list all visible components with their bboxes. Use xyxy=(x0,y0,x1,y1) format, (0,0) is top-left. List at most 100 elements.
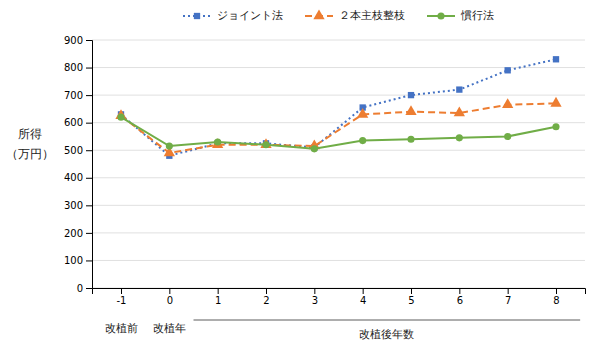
grid-line xyxy=(92,95,585,96)
y-tick-label: 300 xyxy=(64,200,83,211)
y-tick-label: 400 xyxy=(64,172,83,183)
x-tick: 8 xyxy=(553,288,559,306)
point xyxy=(456,134,463,141)
y-tick-label: 500 xyxy=(64,145,83,156)
chart: 0 100 200 300 400 500 600 700 800 900 -1 0 1 2 3 4 5 6 7 8 改… xyxy=(0,0,605,360)
x-tick-label: 5 xyxy=(408,295,414,306)
y-tick-mark xyxy=(86,68,92,69)
x-tick-mark xyxy=(363,288,364,294)
series xyxy=(118,56,559,159)
x-tick-label: 2 xyxy=(263,295,269,306)
y-tick: 500 xyxy=(64,145,92,156)
grid-line xyxy=(92,260,585,261)
x-tick-mark xyxy=(169,288,170,294)
plot: 0 100 200 300 400 500 600 700 800 900 -1 0 1 2 3 4 5 6 7 8 改… xyxy=(64,35,586,341)
x-tick-mark xyxy=(556,288,557,294)
y-tick-mark xyxy=(86,178,92,179)
point xyxy=(117,114,124,121)
point xyxy=(552,123,559,130)
point xyxy=(407,136,414,143)
series xyxy=(115,97,561,156)
marks xyxy=(115,56,561,159)
y-tick-mark xyxy=(86,288,92,289)
y-axis-line xyxy=(86,41,93,289)
y-tick: 900 xyxy=(64,35,92,46)
point xyxy=(166,143,173,150)
x-tick-mark xyxy=(411,288,412,294)
x-tick-label: 7 xyxy=(505,295,511,306)
y-tick-label: 0 xyxy=(77,283,83,294)
x-tick-label: 4 xyxy=(360,295,366,306)
x-tick-label: 6 xyxy=(457,295,463,306)
x-tick-label: 1 xyxy=(215,295,221,306)
point xyxy=(262,141,269,148)
legend-marker xyxy=(313,9,324,19)
y-tick: 300 xyxy=(64,200,92,211)
y-tick-label: 800 xyxy=(64,62,83,73)
x-tick: 4 xyxy=(360,288,366,306)
y-label-line: 所得 xyxy=(18,127,42,141)
y-tick-mark xyxy=(86,150,92,151)
x-tick-mark xyxy=(508,288,509,294)
y-tick-mark xyxy=(86,95,92,96)
x-tick: 5 xyxy=(408,288,414,306)
point xyxy=(502,98,513,108)
grid-line xyxy=(92,177,585,178)
x-tick: 0 xyxy=(167,288,173,306)
y-tick: 700 xyxy=(64,90,92,101)
point xyxy=(359,137,366,144)
point xyxy=(408,92,414,98)
grid-line xyxy=(92,205,585,206)
x-tick-mark xyxy=(218,288,219,294)
y-tick-mark xyxy=(86,260,92,261)
point xyxy=(357,108,368,118)
line xyxy=(121,103,556,153)
y-label: 所得 （万円） xyxy=(6,127,54,161)
x-label-bracket xyxy=(194,320,581,321)
x-tick: -1 xyxy=(117,288,127,306)
line xyxy=(121,59,556,155)
x-tick: 7 xyxy=(505,288,511,306)
y-label-line: （万円） xyxy=(6,147,54,161)
x-tick: 1 xyxy=(215,288,221,306)
x-tick: 2 xyxy=(263,288,269,306)
point xyxy=(553,56,559,62)
legend-item: ジョイント法 xyxy=(183,9,283,22)
y-tick-label: 200 xyxy=(64,228,83,239)
grid-line xyxy=(92,232,585,233)
legend-label: ジョイント法 xyxy=(217,9,283,22)
x-tick-label: -1 xyxy=(117,295,127,306)
legend-marker xyxy=(437,12,444,19)
x-tick: 6 xyxy=(457,288,463,306)
legend-item: 慣行法 xyxy=(427,9,494,22)
y-tick: 200 xyxy=(64,228,92,239)
point xyxy=(454,107,465,117)
point xyxy=(405,105,416,115)
annotation: 改植年 xyxy=(153,322,186,335)
x-tick: 3 xyxy=(312,288,318,306)
x-tick-label: 8 xyxy=(553,295,559,306)
y-tick-label: 600 xyxy=(64,117,83,128)
point xyxy=(456,86,462,92)
annotation: 改植前 xyxy=(105,322,138,335)
grid-line xyxy=(92,122,585,123)
y-tick-mark xyxy=(86,233,92,234)
y-tick: 0 xyxy=(77,283,92,294)
point xyxy=(311,145,318,152)
x-tick-mark xyxy=(266,288,267,294)
grid xyxy=(92,40,585,288)
y-tick: 800 xyxy=(64,62,92,73)
y-tick-label: 100 xyxy=(64,255,83,266)
x-tick-mark xyxy=(314,288,315,294)
x-tick-mark xyxy=(121,288,122,294)
point xyxy=(504,133,511,140)
grid-line xyxy=(92,40,585,41)
x-tick-label: 0 xyxy=(167,295,173,306)
legend-label: ２本主枝整枝 xyxy=(339,9,405,22)
y-tick-label: 900 xyxy=(64,35,83,46)
y-axis: 0 100 200 300 400 500 600 700 800 900 xyxy=(64,35,93,294)
x-axis-line xyxy=(93,289,586,295)
y-tick-mark xyxy=(86,123,92,124)
point xyxy=(550,97,561,107)
point xyxy=(214,138,221,145)
